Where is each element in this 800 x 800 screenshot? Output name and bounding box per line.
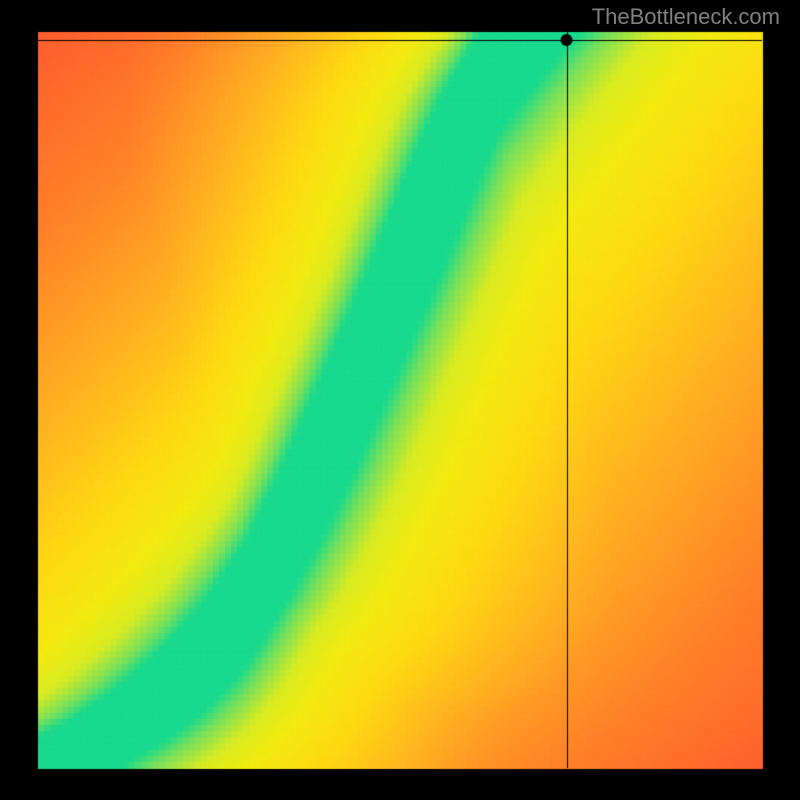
chart-container: TheBottleneck.com (0, 0, 800, 800)
heatmap-canvas (0, 0, 800, 800)
watermark-text: TheBottleneck.com (592, 4, 780, 30)
